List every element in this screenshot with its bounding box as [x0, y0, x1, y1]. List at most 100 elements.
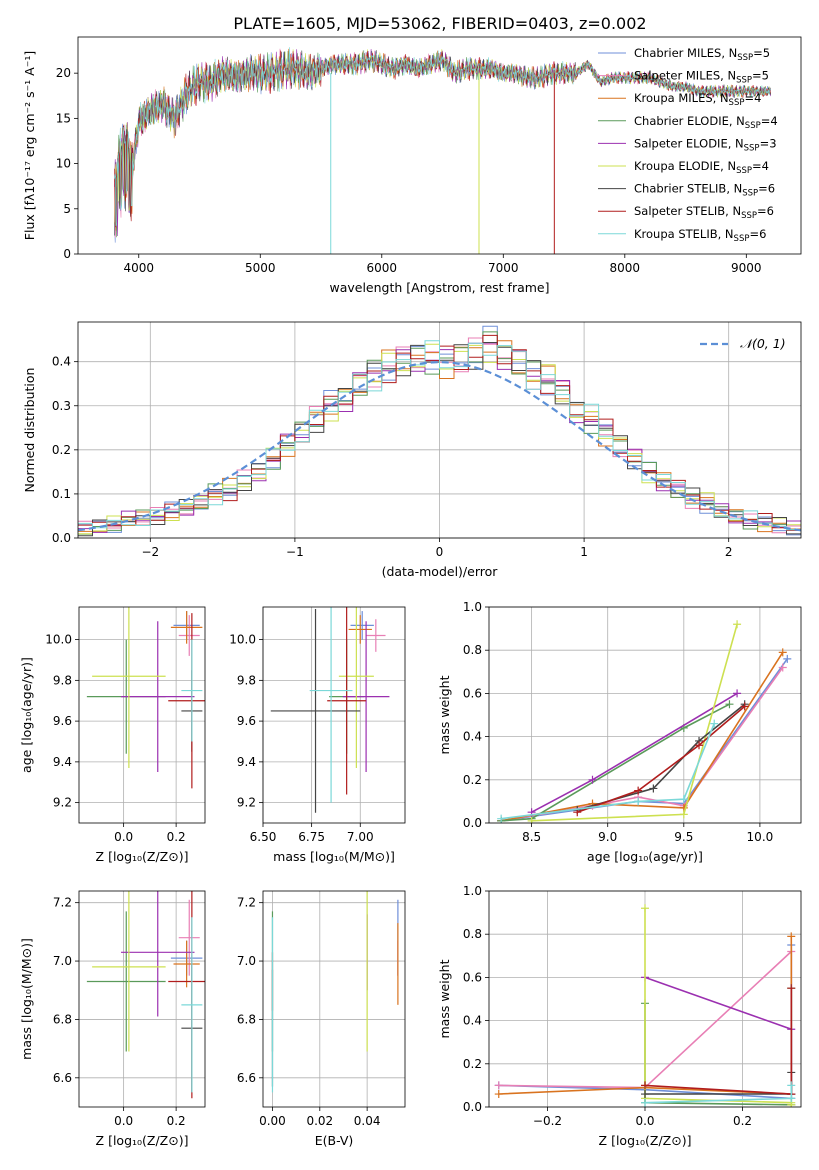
massweight-marker	[787, 1081, 796, 1090]
x-tick-label: 0.2	[167, 1114, 186, 1128]
plot-area	[270, 607, 390, 813]
legend-label-sub: SSP	[742, 189, 758, 199]
y-tick-label: 0.8	[463, 643, 482, 657]
massweight-marker	[740, 702, 749, 711]
legend-label-main: Salpeter MILES, N	[634, 69, 736, 83]
panel-mass-vs-Z: 0.0 0.2 6.6 6.8 7.0 7.2 Z [log₁₀(Z/Z⊙)] mass [l…	[19, 890, 206, 1148]
x-tick-label: 7000	[488, 261, 519, 275]
x-tick-label: 8000	[610, 261, 641, 275]
y-tick-label: 6.8	[237, 1012, 256, 1026]
y-tick-label: 10.0	[45, 633, 72, 647]
massweight-marker	[527, 816, 536, 823]
y-tick-label: 7.0	[53, 954, 72, 968]
x-tick-label: 7.00	[347, 830, 374, 844]
massweight-marker	[679, 795, 688, 804]
x-tick-label: 8.5	[522, 830, 541, 844]
y-tick-label: 10	[56, 157, 71, 171]
legend-label-tail: =4	[761, 114, 778, 128]
x-axis-label: E(B-V)	[315, 1133, 354, 1148]
x-axis-label: Z [log₁₀(Z/Z⊙)]	[96, 849, 189, 864]
massweight-marker	[634, 797, 643, 806]
x-axis-label: wavelength [Angstrom, rest frame]	[329, 280, 549, 295]
x-tick-label: 0.0	[635, 1114, 654, 1128]
x-tick-label: −1	[286, 545, 304, 559]
massweight-marker	[494, 1090, 503, 1099]
x-tick-label: −0.2	[533, 1114, 562, 1128]
panel-age-vs-mass: 6.50 6.75 7.00 9.2 9.4 9.6 9.8 10.0 mass [log₁₀(…	[229, 606, 406, 864]
x-tick-label: 5000	[245, 261, 276, 275]
x-tick-label: 0.0	[114, 1114, 133, 1128]
y-axis-label: mass weight	[437, 959, 452, 1038]
legend-label-sub: SSP	[741, 211, 757, 221]
y-tick-label: 9.6	[237, 714, 256, 728]
y-tick-label: 10.0	[229, 633, 256, 647]
panel-massweight-vs-age: 8.5 9.0 9.5 10.0 0.0 0.2 0.4 0.6 0.8 1.0 age [log₁…	[437, 600, 802, 864]
x-axis-label: age [log₁₀(age/yr)]	[587, 849, 703, 864]
y-tick-label: 6.8	[53, 1012, 72, 1026]
massweight-marker	[679, 810, 688, 819]
spectrum-series-line	[114, 47, 771, 227]
massweight-marker	[695, 741, 704, 750]
y-tick-label: 0.0	[52, 531, 71, 545]
legend-label-main: Salpeter ELODIE, N	[634, 136, 744, 150]
massweight-marker	[787, 1094, 796, 1103]
legend-label: Kroupa STELIB, NSSP=6	[634, 227, 766, 244]
plot-area	[271, 891, 399, 1093]
y-tick-label: 9.4	[53, 755, 72, 769]
y-axis-label: Flux [fλ10⁻¹⁷ erg cm⁻² s⁻¹ A⁻¹]	[22, 51, 37, 240]
y-tick-label: 0.1	[52, 487, 71, 501]
legend-label-main: Chabrier STELIB, N	[634, 182, 742, 196]
massweight-marker	[733, 689, 742, 698]
y-tick-label: 9.2	[237, 796, 256, 810]
y-tick-label: 0.0	[463, 1100, 482, 1114]
panel-age-vs-Z: 0.0 0.2 9.2 9.4 9.6 9.8 10.0 Z [log₁₀(Z/Z⊙)] age…	[19, 606, 206, 864]
legend-label-main: Kroupa ELODIE, N	[634, 159, 736, 173]
x-tick-label: 2	[725, 545, 733, 559]
massweight-line	[501, 703, 730, 822]
legend-label-tail: =5	[753, 46, 770, 60]
massweight-marker	[778, 648, 787, 657]
y-tick-label: 0.0	[463, 816, 482, 830]
x-tick-label: 0.2	[733, 1114, 752, 1128]
legend-label-main: Chabrier ELODIE, N	[634, 114, 745, 128]
y-tick-label: 5	[63, 202, 71, 216]
x-tick-label: 0.2	[167, 830, 186, 844]
massweight-line	[501, 723, 715, 820]
legend-label: Salpeter STELIB, NSSP=6	[634, 204, 774, 221]
x-tick-label: 4000	[123, 261, 154, 275]
spectrum-legend: Chabrier MILES, N SSP =5 Salpeter MILES, N S…	[598, 46, 778, 244]
legend-label-main: Kroupa STELIB, N	[634, 227, 734, 241]
massweight-marker	[641, 1081, 649, 1090]
legend-label: Salpeter ELODIE, NSSP=3	[634, 136, 777, 153]
x-axis-label: mass [log₁₀(M/M⊙)]	[273, 849, 395, 864]
y-tick-label: 0.4	[52, 355, 71, 369]
legend-label-tail: =6	[757, 204, 774, 218]
x-tick-label: 6.75	[298, 830, 325, 844]
massweight-marker	[725, 700, 734, 709]
y-tick-label: 9.8	[53, 673, 72, 687]
x-tick-label: 0.0	[114, 830, 133, 844]
y-tick-label: 0.4	[463, 1014, 482, 1028]
y-tick-label: 20	[56, 66, 71, 80]
y-axis-label: mass [log₁₀(M/M⊙)]	[19, 938, 34, 1060]
plot-area	[86, 891, 205, 1099]
y-tick-label: 7.0	[237, 954, 256, 968]
y-axis-label: mass weight	[437, 675, 452, 754]
x-tick-label: −2	[141, 545, 159, 559]
massweight-marker	[494, 1081, 503, 1090]
y-tick-label: 9.8	[237, 673, 256, 687]
massweight-marker	[588, 775, 597, 784]
legend-label-main: Chabrier MILES, N	[634, 46, 737, 60]
y-tick-label: 9.4	[237, 755, 256, 769]
y-tick-label: 0.6	[463, 970, 482, 984]
x-tick-label: 9.5	[674, 830, 693, 844]
plot-area	[494, 904, 796, 1107]
y-tick-label: 15	[56, 111, 71, 125]
x-tick-label: 0.00	[259, 1114, 286, 1128]
y-tick-label: 1.0	[463, 600, 482, 614]
y-tick-label: 6.6	[237, 1071, 256, 1085]
legend-label-tail: =3	[760, 136, 777, 150]
x-tick-label: 6.50	[250, 830, 277, 844]
plot-area	[78, 325, 801, 537]
